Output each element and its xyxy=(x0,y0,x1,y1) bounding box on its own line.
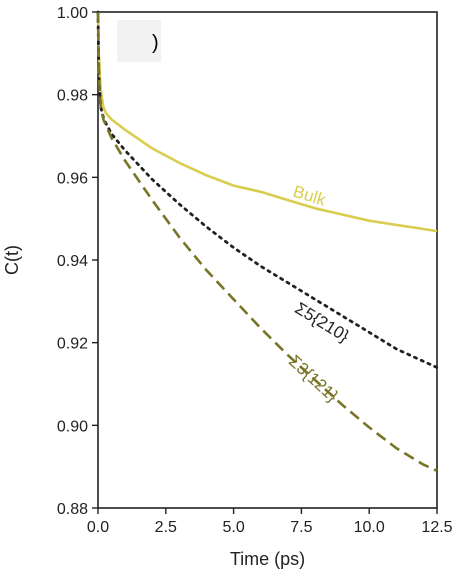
panel-tag-box xyxy=(117,20,161,62)
x-tick-label: 10.0 xyxy=(354,519,385,536)
y-axis-title: C(t) xyxy=(2,245,22,275)
x-tick-label: 7.5 xyxy=(290,519,312,536)
x-axis: 0.0 2.5 5.0 7.5 10.0 12.5 xyxy=(87,508,453,536)
x-tick-label: 12.5 xyxy=(421,519,452,536)
x-axis-title: Time (ps) xyxy=(230,549,305,569)
y-tick-label: 0.94 xyxy=(57,253,88,270)
y-tick-label: 0.88 xyxy=(57,501,88,518)
series-line-2 xyxy=(96,11,438,472)
y-tick-label: 0.96 xyxy=(57,170,88,187)
series-line-0 xyxy=(96,11,438,233)
x-tick-label: 2.5 xyxy=(155,519,177,536)
y-tick-label: 0.92 xyxy=(57,336,88,353)
panel-tag: ) xyxy=(152,32,159,54)
y-tick-label: 0.98 xyxy=(57,88,88,105)
y-axis: 0.88 0.90 0.92 0.94 0.96 0.98 1.00 xyxy=(57,5,98,518)
x-tick-label: 5.0 xyxy=(222,519,244,536)
x-tick-label: 0.0 xyxy=(87,519,109,536)
y-tick-label: 0.90 xyxy=(57,418,88,435)
y-tick-label: 1.00 xyxy=(57,5,88,22)
